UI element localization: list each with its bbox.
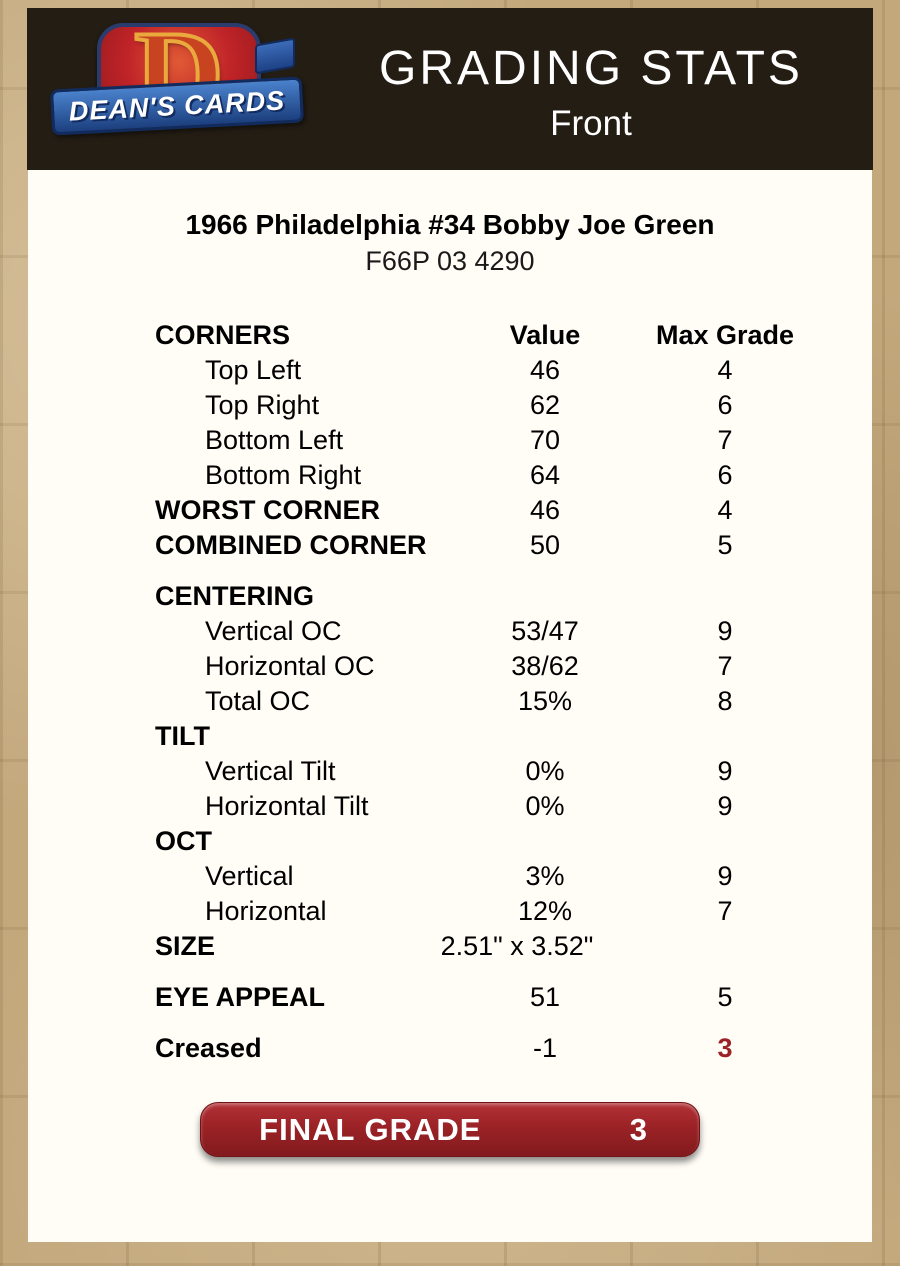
- row-max-grade: 5: [717, 530, 733, 560]
- row-max-grade: 9: [717, 616, 733, 646]
- row-value: 51: [529, 982, 561, 1012]
- row-label: COMBINED CORNER: [155, 530, 427, 560]
- row-label: Bottom Right: [205, 460, 362, 490]
- row-label: Top Left: [205, 355, 302, 385]
- row-vertical-oc: Vertical OC 53/47 9: [155, 614, 872, 649]
- row-tilt-header: TILT: [155, 719, 872, 754]
- row-label: Vertical Tilt: [205, 756, 336, 786]
- row-vertical-tilt: Vertical Tilt 0% 9: [155, 754, 872, 789]
- row-label: Top Right: [205, 390, 320, 420]
- row-max-grade: 9: [717, 791, 733, 821]
- row-max-grade: 9: [717, 756, 733, 786]
- row-max-grade: 7: [717, 425, 733, 455]
- row-oct-horizontal: Horizontal 12% 7: [155, 894, 872, 929]
- card-title: 1966 Philadelphia #34 Bobby Joe Green: [185, 209, 715, 240]
- logo-brand-text: DEAN'S CARDS: [68, 84, 286, 127]
- section-label-tilt: TILT: [155, 721, 210, 751]
- row-size: SIZE 2.51" x 3.52": [155, 929, 872, 964]
- row-max-grade: 6: [717, 460, 733, 490]
- row-oct-header: OCT: [155, 824, 872, 859]
- col-header-value: Value: [509, 320, 581, 350]
- row-bottom-left: Bottom Left 70 7: [155, 423, 872, 458]
- row-bottom-right: Bottom Right 64 6: [155, 458, 872, 493]
- row-value: 46: [529, 355, 561, 385]
- header-titles: GRADING STATS Front: [309, 35, 873, 144]
- row-centering-header: CENTERING: [155, 579, 872, 614]
- final-grade-value: 3: [629, 1111, 647, 1147]
- row-max-grade: 5: [717, 982, 733, 1012]
- row-max-grade: 7: [717, 651, 733, 681]
- row-max-grade: 7: [717, 896, 733, 926]
- row-worst-corner: WORST CORNER 46 4: [155, 493, 872, 528]
- row-total-oc: Total OC 15% 8: [155, 684, 872, 719]
- row-max-grade: 9: [717, 861, 733, 891]
- row-label: Vertical OC: [205, 616, 342, 646]
- row-label: WORST CORNER: [155, 495, 380, 525]
- row-max-grade: 4: [717, 355, 733, 385]
- row-label: Bottom Left: [205, 425, 344, 455]
- row-value: 62: [529, 390, 561, 420]
- row-label: Horizontal Tilt: [205, 791, 369, 821]
- section-label-corners: CORNERS: [155, 320, 291, 350]
- col-header-max-grade: Max Grade: [655, 320, 795, 350]
- row-max-grade: 6: [717, 390, 733, 420]
- row-corners-header: CORNERS Value Max Grade: [155, 318, 872, 353]
- row-label: Horizontal: [205, 896, 327, 926]
- row-value: 46: [529, 495, 561, 525]
- row-creased: Creased -1 3: [155, 1031, 872, 1066]
- row-value: 0%: [525, 791, 565, 821]
- row-value: 38/62: [511, 651, 579, 681]
- page-subtitle: Front: [550, 103, 632, 143]
- row-value: 0%: [525, 756, 565, 786]
- row-value: 64: [529, 460, 561, 490]
- row-horizontal-oc: Horizontal OC 38/62 7: [155, 649, 872, 684]
- row-eye-appeal: EYE APPEAL 51 5: [155, 980, 872, 1015]
- header-bar: D DEAN'S CARDS GRADING STATS Front: [27, 4, 873, 170]
- final-grade-label: FINAL GRADE: [259, 1111, 482, 1147]
- grading-stats-table: CORNERS Value Max Grade Top Left 46 4 To…: [28, 318, 872, 1066]
- page-title: GRADING STATS: [379, 41, 803, 95]
- row-value: 12%: [517, 896, 573, 926]
- row-label: Creased: [155, 1033, 262, 1063]
- row-value: 70: [529, 425, 561, 455]
- section-label-oct: OCT: [155, 826, 212, 856]
- row-value: -1: [532, 1033, 557, 1063]
- row-oct-vertical: Vertical 3% 9: [155, 859, 872, 894]
- final-grade-banner: FINAL GRADE 3: [200, 1102, 700, 1157]
- row-value: 50: [529, 530, 561, 560]
- row-value: 3%: [525, 861, 565, 891]
- row-label: Total OC: [205, 686, 311, 716]
- row-max-grade: 8: [717, 686, 733, 716]
- row-label: Vertical: [205, 861, 294, 891]
- card-serial-code: F66P 03 4290: [365, 246, 535, 276]
- section-label-size: SIZE: [155, 931, 216, 961]
- row-combined-corner: COMBINED CORNER 50 5: [155, 528, 872, 563]
- row-horizontal-tilt: Horizontal Tilt 0% 9: [155, 789, 872, 824]
- row-label: Horizontal OC: [205, 651, 375, 681]
- row-label: EYE APPEAL: [155, 982, 326, 1012]
- deans-cards-logo: D DEAN'S CARDS: [49, 4, 309, 159]
- row-top-left: Top Left 46 4: [155, 353, 872, 388]
- row-max-grade: 3: [717, 1033, 733, 1063]
- row-max-grade: 4: [717, 495, 733, 525]
- report-card: 1966 Philadelphia #34 Bobby Joe Green F6…: [28, 170, 872, 1242]
- row-value: 2.51" x 3.52": [440, 931, 594, 961]
- section-label-centering: CENTERING: [155, 581, 315, 611]
- row-value: 53/47: [511, 616, 579, 646]
- row-value: 15%: [517, 686, 573, 716]
- row-top-right: Top Right 62 6: [155, 388, 872, 423]
